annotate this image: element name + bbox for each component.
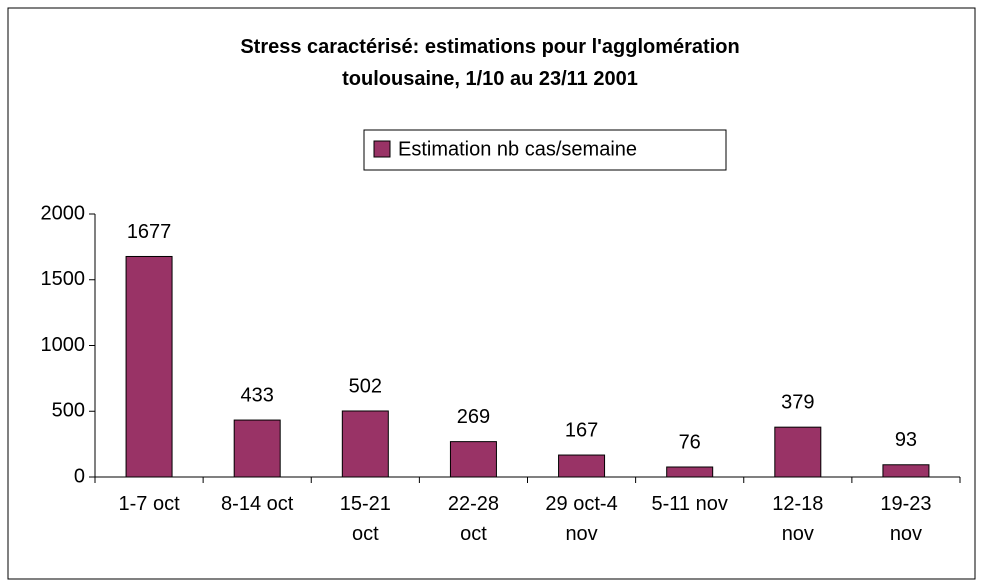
x-tick-label: 19-23 nov bbox=[880, 493, 932, 545]
bar bbox=[341, 410, 389, 478]
bar bbox=[449, 441, 497, 478]
bar bbox=[558, 454, 606, 478]
y-tick-label: 500 bbox=[52, 400, 85, 422]
data-label: 502 bbox=[349, 375, 382, 397]
bar bbox=[233, 419, 281, 478]
x-tick-label: 22-28 oct bbox=[447, 493, 500, 545]
x-tick-label: 8-14 oct bbox=[221, 493, 294, 515]
x-tick-label: 1-7 oct bbox=[118, 493, 180, 515]
legend-label: Estimation nb cas/semaine bbox=[398, 138, 637, 160]
chart-title: Stress caractérisé: estimations pour l'a… bbox=[240, 36, 739, 90]
data-label: 433 bbox=[241, 384, 274, 406]
x-tick-label: 15-21 oct bbox=[339, 493, 391, 545]
legend-swatch bbox=[373, 140, 391, 158]
bar bbox=[125, 255, 173, 478]
y-tick-label: 2000 bbox=[41, 202, 86, 224]
data-label: 269 bbox=[457, 406, 490, 428]
x-tick-label: 12-18 nov bbox=[772, 493, 824, 545]
data-label: 76 bbox=[679, 431, 701, 453]
bar bbox=[666, 466, 714, 478]
x-tick-label: 29 oct-4 nov bbox=[545, 493, 618, 545]
bar bbox=[774, 426, 822, 478]
legend-box bbox=[363, 129, 727, 171]
y-tick-label: 0 bbox=[74, 465, 85, 487]
y-tick-label: 1000 bbox=[41, 334, 86, 356]
data-label: 167 bbox=[565, 419, 598, 441]
data-label: 379 bbox=[781, 391, 814, 413]
x-tick-label: 5-11 nov bbox=[651, 493, 728, 515]
y-tick-label: 1500 bbox=[41, 268, 86, 290]
bar bbox=[882, 464, 930, 478]
data-label: 93 bbox=[895, 429, 917, 451]
data-label: 1677 bbox=[127, 221, 172, 243]
